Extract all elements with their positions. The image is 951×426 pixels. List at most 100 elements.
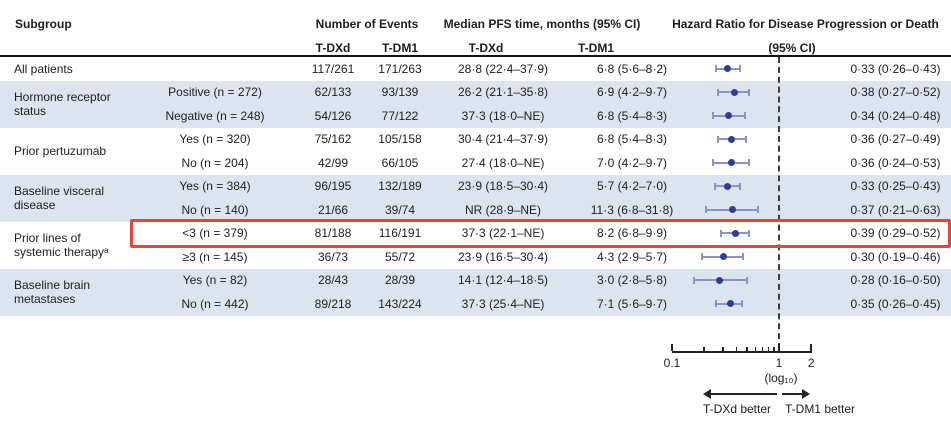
group-rows: Yes (n = 320) 75/162 105/158 30·4 (21·4–37·… [130, 128, 951, 175]
x-axis-tick [754, 347, 756, 351]
header-number-of-events: Number of Events [315, 17, 419, 31]
x-axis-tick [778, 344, 780, 351]
x-axis-tick [703, 347, 705, 351]
events-tdm1-cell: 77/122 [381, 108, 419, 123]
pfs-tdxd-cell: 37·3 (25·4–NE) [461, 296, 545, 311]
table-row: 117/261 171/263 28·8 (22·4–37·9) 6·8 (5·6–8… [130, 57, 951, 81]
header-events-tdm1: T-DM1 [382, 41, 418, 55]
x-axis-tick [773, 347, 775, 351]
pfs-tdxd-cell: 14·1 (12·4–18·5) [457, 273, 549, 288]
subgroup-cell: Negative (n = 248) [165, 108, 265, 123]
subgroup-cell: No (n = 204) [181, 155, 249, 170]
ci-cap-right [748, 159, 751, 167]
events-tdm1-cell: 93/139 [381, 85, 419, 100]
events-tdm1-cell: 132/189 [378, 179, 422, 194]
events-tdxd-cell: 21/66 [317, 202, 349, 217]
x-axis-tick [722, 347, 724, 351]
ci-cap-left [711, 112, 714, 120]
subgroup-cell: Yes (n = 82) [182, 273, 248, 288]
tdm1-better-arrowhead-icon [802, 389, 810, 399]
ci-cap-left [715, 65, 718, 73]
forest-cell [692, 269, 840, 293]
group-label-line: All patients [14, 61, 73, 76]
table-row: <3 (n = 379) 81/188 116/191 37·3 (22·1–NE) 8… [130, 222, 951, 246]
events-tdxd-cell: 96/195 [314, 179, 352, 194]
x-axis-tick-label: 0.1 [663, 356, 681, 370]
forest-cell [692, 151, 840, 175]
table-row: Yes (n = 82) 28/43 28/39 14·1 (12·4–18·5) 3·… [130, 269, 951, 293]
events-tdm1-cell: 171/263 [378, 61, 422, 76]
hr-ci-cell: 0·33 (0·25–0·43) [850, 179, 941, 194]
events-tdxd-cell: 42/99 [317, 155, 349, 170]
pfs-tdm1-cell: 6·8 (5·4–8·3) [596, 108, 668, 123]
events-tdxd-cell: 81/188 [314, 226, 352, 241]
pfs-tdm1-cell: 6·8 (5·4–8·3) [596, 132, 668, 147]
events-tdm1-cell: 66/105 [381, 155, 419, 170]
group-label-line: status [14, 104, 47, 118]
ci-cap-left [711, 159, 714, 167]
tdm1-better-label: T-DM1 better [784, 402, 856, 416]
hr-ci-cell: 0·34 (0·24–0·48) [850, 108, 941, 123]
events-tdxd-cell: 36/73 [317, 249, 349, 264]
forest-cell [692, 128, 840, 152]
hr-ci-cell: 0·38 (0·27–0·52) [850, 85, 941, 100]
group-label-line: Prior pertuzumab [14, 144, 107, 158]
forest-cell [692, 57, 840, 81]
header-hazard-ratio: Hazard Ratio for Disease Progression or … [672, 17, 939, 31]
header-subgroup: Subgroup [15, 17, 72, 31]
events-tdm1-cell: 39/74 [384, 202, 416, 217]
events-tdxd-cell: 62/133 [314, 85, 352, 100]
events-tdm1-cell: 116/191 [378, 226, 422, 241]
hr-point-estimate [726, 300, 734, 308]
table-row: No (n = 442) 89/218 143/224 37·3 (25·4–NE) 7… [130, 292, 951, 316]
group-rows: 117/261 171/263 28·8 (22·4–37·9) 6·8 (5·6–8… [130, 57, 951, 81]
pfs-tdxd-cell: 37·3 (22·1–NE) [461, 226, 545, 241]
ci-cap-left [717, 88, 720, 96]
ci-cap-left [705, 206, 708, 214]
hr-point-estimate [729, 206, 737, 214]
tdxd-better-arrowhead-icon [703, 389, 711, 399]
ci-cap-right [756, 206, 759, 214]
hr-ci-cell: 0·37 (0·21–0·63) [850, 202, 941, 217]
pfs-tdm1-cell: 3·0 (2·8–5·8) [596, 273, 668, 288]
pfs-tdxd-cell: 23·9 (18·5–30·4) [457, 179, 549, 194]
table-header: Subgroup Number of Events Median PFS tim… [0, 0, 951, 57]
x-axis-tick [735, 347, 738, 351]
group-rows: <3 (n = 379) 81/188 116/191 37·3 (22·1–NE) 8… [130, 222, 951, 269]
subgroup-group: Prior pertuzumab Yes (n = 320) 75/162 105/1… [0, 128, 951, 175]
ci-cap-left [717, 135, 720, 143]
hr-point-estimate [728, 135, 736, 143]
events-tdxd-cell: 89/218 [314, 296, 352, 311]
subgroup-group: Baseline brain metastases Yes (n = 82) 28/4… [0, 268, 951, 316]
pfs-tdm1-cell: 4·3 (2·9–5·7) [596, 249, 668, 264]
ci-cap-right [738, 182, 741, 190]
events-tdxd-cell: 117/261 [311, 61, 355, 76]
group-label: Baseline visceral disease [0, 175, 130, 222]
tdm1-better-arrow [782, 393, 802, 395]
ci-cap-left [713, 182, 716, 190]
group-label: All patients [0, 57, 130, 81]
pfs-tdm1-cell: 7·1 (5·6–9·7) [596, 296, 668, 311]
ci-cap-right [744, 135, 747, 143]
subgroup-cell: Yes (n = 384) [179, 179, 251, 194]
x-axis-tick [671, 344, 673, 351]
hr-point-estimate [731, 229, 739, 237]
subgroup-cell: No (n = 442) [181, 296, 249, 311]
hr-ci-cell: 0·39 (0·29–0·52) [850, 226, 941, 241]
tdxd-better-label: T-DXd better [702, 402, 772, 416]
hr-point-estimate [723, 65, 731, 73]
ci-cap-right [747, 88, 750, 96]
group-label-line: disease [14, 198, 56, 212]
ci-cap-left [715, 300, 718, 308]
hr-ci-cell: 0·36 (0·27–0·49) [850, 132, 941, 147]
group-label-line: systemic therapyᵃ [14, 245, 109, 259]
group-rows: Yes (n = 384) 96/195 132/189 23·9 (18·5–30·… [130, 175, 951, 222]
header-events-tdxd: T-DXd [315, 41, 351, 55]
x-axis-tick-label: 1 [775, 356, 783, 370]
events-tdxd-cell: 28/43 [317, 273, 349, 288]
pfs-tdm1-cell: 11·3 (6·8–31·8) [590, 202, 674, 217]
x-axis-tick-label: 2 [807, 356, 815, 370]
hr-point-estimate [719, 253, 727, 261]
pfs-tdm1-cell: 5·7 (4·2–7·0) [596, 179, 668, 194]
